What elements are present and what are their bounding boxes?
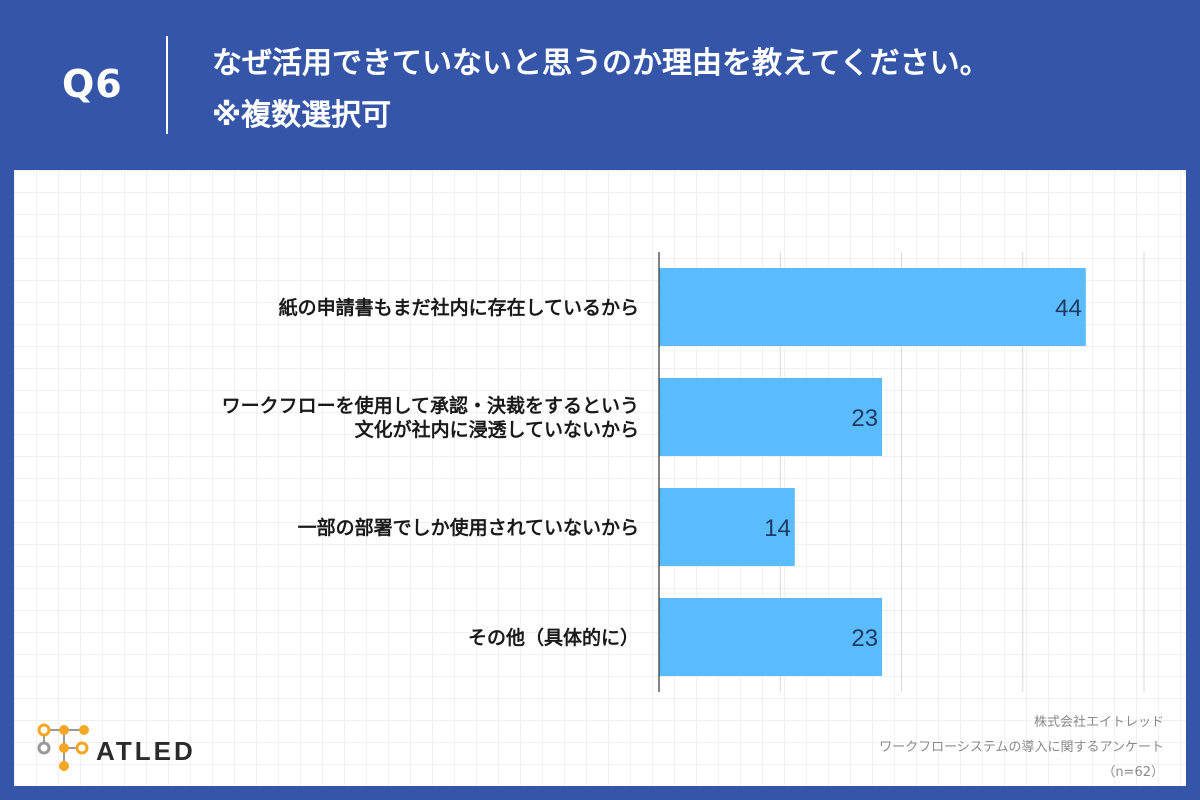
question-number: Q6 <box>62 62 123 106</box>
data-label-1: 44 <box>1055 295 1082 322</box>
question-title: なぜ活用できていないと思うのか理由を教えてください。 ※複数選択可 <box>212 38 990 142</box>
footer-survey: ワークフローシステムの導入に関するアンケート <box>879 740 1164 755</box>
question-title-line2: ※複数選択可 <box>212 98 392 133</box>
bar-1 <box>659 268 1086 346</box>
category-label-2: 文化が社内に浸透していないから <box>355 418 639 441</box>
logo-text: ATLED <box>96 736 196 766</box>
header-divider <box>166 36 168 134</box>
footer-sample: （n=62） <box>1102 765 1164 780</box>
bar-3 <box>659 488 795 566</box>
category-label-4: その他（具体的に） <box>468 626 639 649</box>
data-label-4: 23 <box>851 625 878 652</box>
atled-logo-icon <box>37 723 89 771</box>
footer: 株式会社エイトレッド ワークフローシステムの導入に関するアンケート （n=62） <box>879 710 1164 785</box>
chart-panel: 44 紙の申請書もまだ社内に存在しているから 23 ワークフローを使用して承認・決裁を… <box>14 170 1186 786</box>
category-label-3: 一部の部署でしか使用されていないから <box>298 516 639 539</box>
bar-chart: 44 紙の申請書もまだ社内に存在しているから 23 ワークフローを使用して承認・決裁を… <box>222 252 1145 692</box>
bar-4 <box>659 598 883 676</box>
category-label-2: ワークフローを使用して承認・決裁をするという <box>222 394 639 417</box>
header: Q6 なぜ活用できていないと思うのか理由を教えてください。 ※複数選択可 <box>0 0 1200 170</box>
data-label-2: 23 <box>851 405 878 432</box>
bar-2 <box>659 378 883 456</box>
data-label-3: 14 <box>764 515 791 542</box>
footer-company: 株式会社エイトレッド <box>1033 715 1164 730</box>
category-label-1: 紙の申請書もまだ社内に存在しているから <box>279 296 639 319</box>
question-title-line1: なぜ活用できていないと思うのか理由を教えてください。 <box>212 46 990 81</box>
